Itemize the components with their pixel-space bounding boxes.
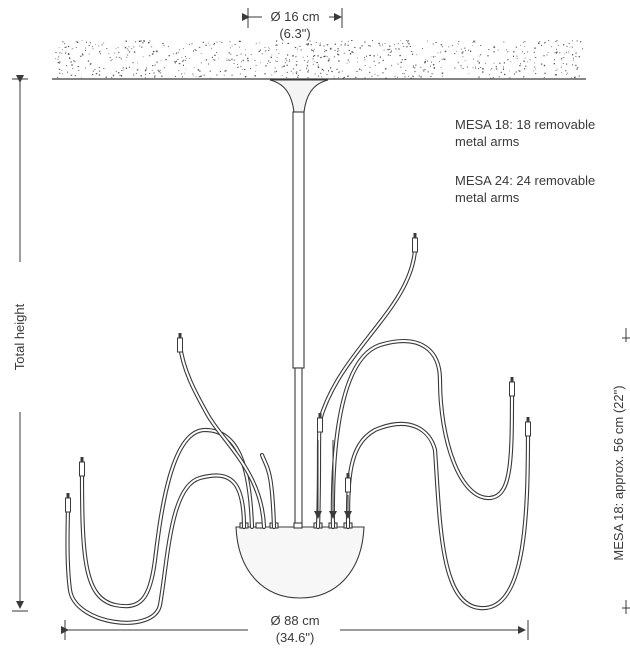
arms <box>65 247 531 625</box>
arm-tip-cap <box>178 333 182 338</box>
total-diameter-imperial: (34.6") <box>275 630 315 645</box>
arm-tip-socket <box>525 421 531 437</box>
total-height-dimension <box>12 75 28 612</box>
arm-tip-socket <box>345 477 351 493</box>
arm-tip-cap <box>80 457 84 462</box>
arm-tip-cap <box>526 417 530 422</box>
note-mesa24-line1: MESA 24: 24 removable <box>455 173 596 188</box>
arm-tip-socket <box>65 497 71 513</box>
total-diameter-metric: Ø 88 cm <box>270 613 320 628</box>
arm-outline <box>345 421 531 611</box>
arm-fill <box>347 422 529 610</box>
ceiling-texture <box>55 40 584 80</box>
note-mesa18-line1: MESA 18: 18 removable <box>455 117 596 132</box>
stem <box>292 111 305 526</box>
arm-fill <box>81 428 253 608</box>
note-mesa24-line2: metal arms <box>455 190 520 205</box>
total-height-label: Total height <box>12 303 27 371</box>
note-mesa24: MESA 24: 24 removable metal arms <box>455 172 595 206</box>
canopy-diameter-metric: Ø 16 cm <box>270 9 320 24</box>
arm-tip-socket <box>177 337 183 353</box>
arm-fill <box>331 340 513 528</box>
arm-fill <box>179 344 265 528</box>
arm-tip-cap <box>510 377 514 382</box>
canopy <box>269 79 329 113</box>
canopy-diameter-imperial: (6.3") <box>279 26 311 41</box>
arm-tip-cap <box>346 473 350 478</box>
arm-tip-socket <box>509 381 515 397</box>
hub <box>235 522 365 599</box>
arm-fill <box>317 249 416 528</box>
arm-outline <box>79 427 255 609</box>
arm-tip-socket <box>79 461 85 477</box>
arm-fill <box>261 454 275 528</box>
arm-height-dimension <box>622 328 630 614</box>
note-mesa18: MESA 18: 18 removable metal arms <box>455 116 595 150</box>
total-diameter-dimension <box>61 620 529 640</box>
arm-tip-cap <box>413 233 417 238</box>
insertion-arrows <box>314 440 352 519</box>
arm-tip-socket <box>317 417 323 433</box>
arm-outline <box>330 339 515 530</box>
arm-tip-socket <box>412 237 418 253</box>
note-mesa18-line2: metal arms <box>455 134 520 149</box>
arm-fill <box>66 474 245 624</box>
arm-height-label: MESA 18: approx. 56 cm (22") <box>611 385 626 561</box>
arm-tip-cap <box>66 493 70 498</box>
arm-tip-cap <box>318 413 322 418</box>
canopy-dimension <box>242 8 343 28</box>
arm-tips <box>65 233 531 513</box>
